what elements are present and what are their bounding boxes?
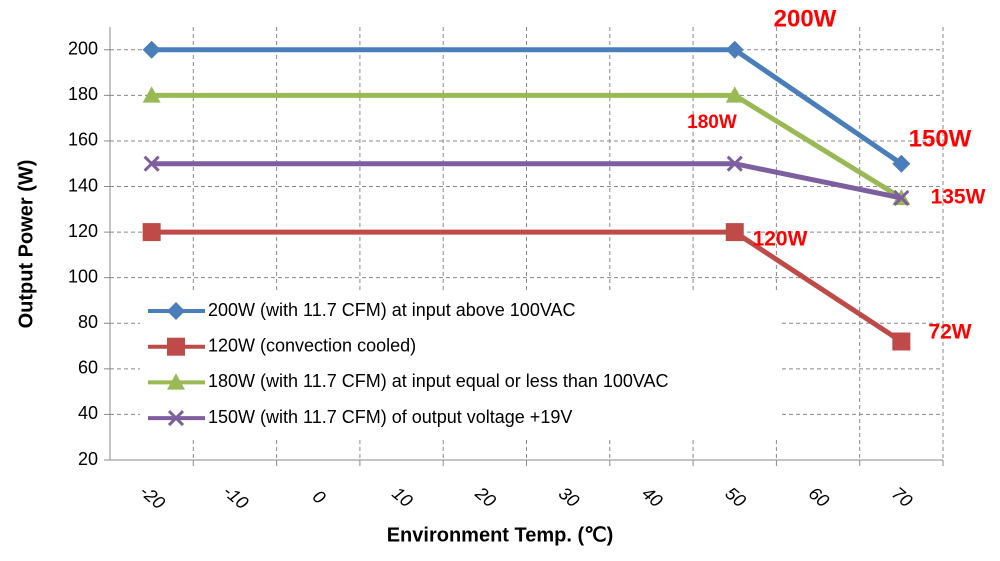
marker <box>167 410 185 427</box>
annotation: 200W <box>774 5 837 32</box>
legend: 200W (with 11.7 CFM) at input above 100V… <box>140 292 780 438</box>
marker <box>143 155 160 172</box>
legend-box <box>140 292 780 438</box>
y-tick-label: 80 <box>78 312 98 332</box>
marker <box>892 154 911 173</box>
annotation: 180W <box>687 112 737 133</box>
legend-label: 200W (with 11.7 CFM) at input above 100V… <box>208 300 576 320</box>
annotation: 135W <box>931 186 986 209</box>
marker <box>167 373 185 390</box>
annotation: 120W <box>753 228 808 251</box>
y-tick-label: 120 <box>68 221 98 241</box>
y-tick-label: 200 <box>68 39 98 59</box>
y-axis-title: Output Power (W) <box>15 160 37 329</box>
y-tick-label: 20 <box>78 449 98 469</box>
marker <box>142 40 161 59</box>
marker <box>726 155 743 172</box>
marker <box>167 337 185 356</box>
legend-label: 120W (convection cooled) <box>208 335 416 355</box>
marker <box>142 223 161 242</box>
marker <box>893 189 910 206</box>
marker <box>725 86 744 103</box>
legend-label: 150W (with 11.7 CFM) of output voltage +… <box>208 407 572 427</box>
y-tick-label: 60 <box>78 358 98 378</box>
y-tick-label: 140 <box>68 175 98 195</box>
x-axis-title: Environment Temp. (℃) <box>387 524 614 546</box>
y-tick-label: 160 <box>68 130 98 150</box>
legend-label: 180W (with 11.7 CFM) at input equal or l… <box>208 371 669 391</box>
y-tick-label: 40 <box>78 403 98 423</box>
marker <box>725 223 744 242</box>
annotation: 150W <box>909 125 972 152</box>
annotation: 72W <box>928 321 971 344</box>
y-tick-label: 100 <box>68 266 98 286</box>
y-tick-label: 180 <box>68 84 98 104</box>
marker <box>725 40 744 59</box>
marker <box>167 302 185 320</box>
marker <box>892 332 911 351</box>
marker <box>142 86 161 103</box>
